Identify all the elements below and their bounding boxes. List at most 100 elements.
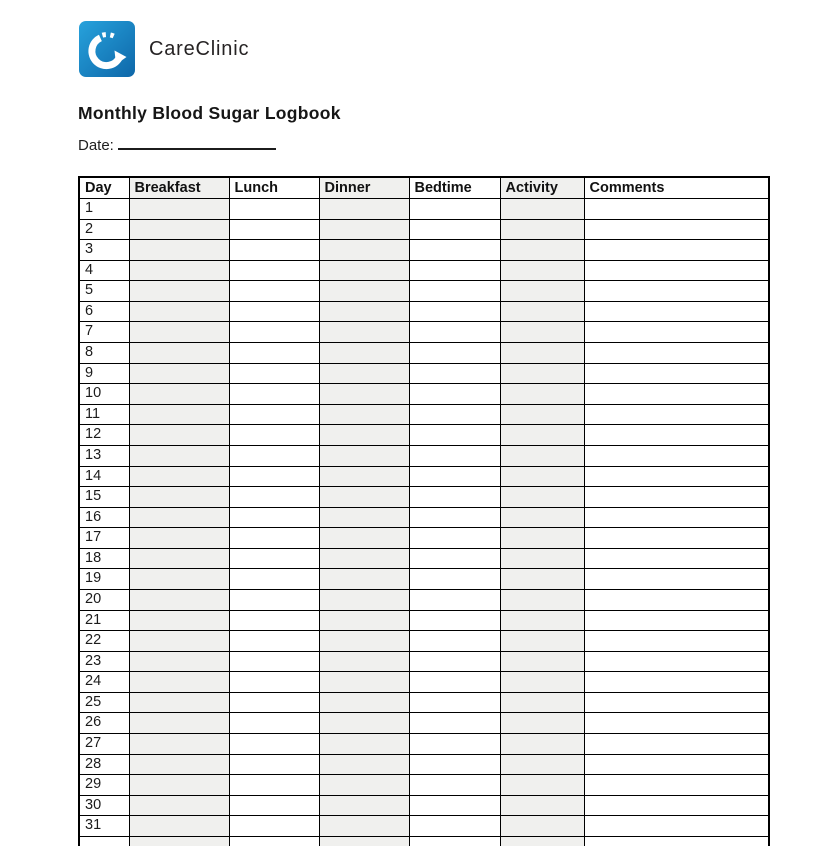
log-cell-breakfast[interactable] xyxy=(128,444,230,467)
log-cell-lunch[interactable] xyxy=(228,486,320,508)
log-cell-comments[interactable] xyxy=(583,362,770,385)
log-cell-breakfast[interactable] xyxy=(128,280,230,302)
log-cell-lunch[interactable] xyxy=(228,321,320,344)
log-cell-activity[interactable] xyxy=(499,342,585,364)
log-cell-activity[interactable] xyxy=(499,691,585,714)
log-cell-bedtime[interactable] xyxy=(408,527,501,549)
log-cell-lunch[interactable] xyxy=(228,547,320,570)
log-cell-activity[interactable] xyxy=(499,753,585,776)
log-cell-activity[interactable] xyxy=(499,362,585,385)
log-cell-dinner[interactable] xyxy=(318,753,410,776)
log-cell-activity[interactable] xyxy=(499,712,585,735)
log-cell-comments[interactable] xyxy=(583,547,770,570)
log-cell-breakfast[interactable] xyxy=(128,815,230,837)
log-cell-dinner[interactable] xyxy=(318,568,410,590)
log-cell-breakfast[interactable] xyxy=(128,342,230,364)
log-cell-activity[interactable] xyxy=(499,465,585,488)
log-cell-comments[interactable] xyxy=(583,527,770,549)
log-cell-bedtime[interactable] xyxy=(408,259,501,282)
log-cell-dinner[interactable] xyxy=(318,280,410,302)
log-cell-bedtime[interactable] xyxy=(408,547,501,570)
log-cell-comments[interactable] xyxy=(583,794,770,817)
log-cell-bedtime[interactable] xyxy=(408,691,501,714)
log-cell-breakfast[interactable] xyxy=(128,259,230,282)
log-cell-lunch[interactable] xyxy=(228,568,320,590)
log-cell-breakfast[interactable] xyxy=(128,486,230,508)
log-cell-comments[interactable] xyxy=(583,259,770,282)
log-cell-dinner[interactable] xyxy=(318,527,410,549)
log-cell-comments[interactable] xyxy=(583,218,770,241)
log-cell-dinner[interactable] xyxy=(318,218,410,241)
log-cell-lunch[interactable] xyxy=(228,198,320,220)
log-cell-breakfast[interactable] xyxy=(128,218,230,241)
log-cell-lunch[interactable] xyxy=(228,835,320,846)
log-cell-activity[interactable] xyxy=(499,444,585,467)
log-cell-breakfast[interactable] xyxy=(128,794,230,817)
log-cell-breakfast[interactable] xyxy=(128,568,230,590)
log-cell-lunch[interactable] xyxy=(228,342,320,364)
log-cell-breakfast[interactable] xyxy=(128,383,230,405)
log-cell-lunch[interactable] xyxy=(228,712,320,735)
log-cell-activity[interactable] xyxy=(499,835,585,846)
log-cell-breakfast[interactable] xyxy=(128,527,230,549)
log-cell-comments[interactable] xyxy=(583,239,770,261)
log-cell-dinner[interactable] xyxy=(318,835,410,846)
log-cell-activity[interactable] xyxy=(499,424,585,446)
log-cell-bedtime[interactable] xyxy=(408,239,501,261)
log-cell-lunch[interactable] xyxy=(228,691,320,714)
log-cell-comments[interactable] xyxy=(583,568,770,590)
log-cell-lunch[interactable] xyxy=(228,815,320,837)
log-cell-comments[interactable] xyxy=(583,691,770,714)
log-cell-bedtime[interactable] xyxy=(408,362,501,385)
log-cell-breakfast[interactable] xyxy=(128,753,230,776)
log-cell-comments[interactable] xyxy=(583,588,770,611)
log-cell-breakfast[interactable] xyxy=(128,671,230,693)
log-cell-activity[interactable] xyxy=(499,568,585,590)
log-cell-lunch[interactable] xyxy=(228,753,320,776)
log-cell-activity[interactable] xyxy=(499,588,585,611)
log-cell-bedtime[interactable] xyxy=(408,321,501,344)
log-cell-breakfast[interactable] xyxy=(128,506,230,529)
log-cell-breakfast[interactable] xyxy=(128,712,230,735)
log-cell-bedtime[interactable] xyxy=(408,774,501,796)
log-cell-dinner[interactable] xyxy=(318,259,410,282)
log-cell-comments[interactable] xyxy=(583,671,770,693)
log-cell-breakfast[interactable] xyxy=(128,300,230,323)
log-cell-comments[interactable] xyxy=(583,403,770,426)
log-cell-activity[interactable] xyxy=(499,794,585,817)
log-cell-comments[interactable] xyxy=(583,486,770,508)
log-cell-activity[interactable] xyxy=(499,733,585,755)
log-cell-breakfast[interactable] xyxy=(128,403,230,426)
log-cell-dinner[interactable] xyxy=(318,774,410,796)
log-cell-activity[interactable] xyxy=(499,280,585,302)
log-cell-dinner[interactable] xyxy=(318,342,410,364)
log-cell-comments[interactable] xyxy=(583,444,770,467)
log-cell-bedtime[interactable] xyxy=(408,671,501,693)
log-cell-dinner[interactable] xyxy=(318,630,410,652)
log-cell-dinner[interactable] xyxy=(318,444,410,467)
log-cell-breakfast[interactable] xyxy=(128,733,230,755)
log-cell-activity[interactable] xyxy=(499,815,585,837)
log-cell-bedtime[interactable] xyxy=(408,815,501,837)
log-cell-dinner[interactable] xyxy=(318,403,410,426)
log-cell-lunch[interactable] xyxy=(228,774,320,796)
log-cell-lunch[interactable] xyxy=(228,465,320,488)
log-cell-bedtime[interactable] xyxy=(408,444,501,467)
log-cell-lunch[interactable] xyxy=(228,609,320,632)
log-cell-dinner[interactable] xyxy=(318,588,410,611)
log-cell-bedtime[interactable] xyxy=(408,588,501,611)
log-cell-activity[interactable] xyxy=(499,259,585,282)
log-cell-activity[interactable] xyxy=(499,671,585,693)
log-cell-dinner[interactable] xyxy=(318,486,410,508)
log-cell-lunch[interactable] xyxy=(228,403,320,426)
log-cell-bedtime[interactable] xyxy=(408,568,501,590)
log-cell-activity[interactable] xyxy=(499,321,585,344)
log-cell-dinner[interactable] xyxy=(318,650,410,673)
log-cell-bedtime[interactable] xyxy=(408,712,501,735)
log-cell-bedtime[interactable] xyxy=(408,506,501,529)
log-cell-bedtime[interactable] xyxy=(408,465,501,488)
log-cell-comments[interactable] xyxy=(583,609,770,632)
log-cell-breakfast[interactable] xyxy=(128,691,230,714)
log-cell-bedtime[interactable] xyxy=(408,486,501,508)
log-cell-comments[interactable] xyxy=(583,733,770,755)
